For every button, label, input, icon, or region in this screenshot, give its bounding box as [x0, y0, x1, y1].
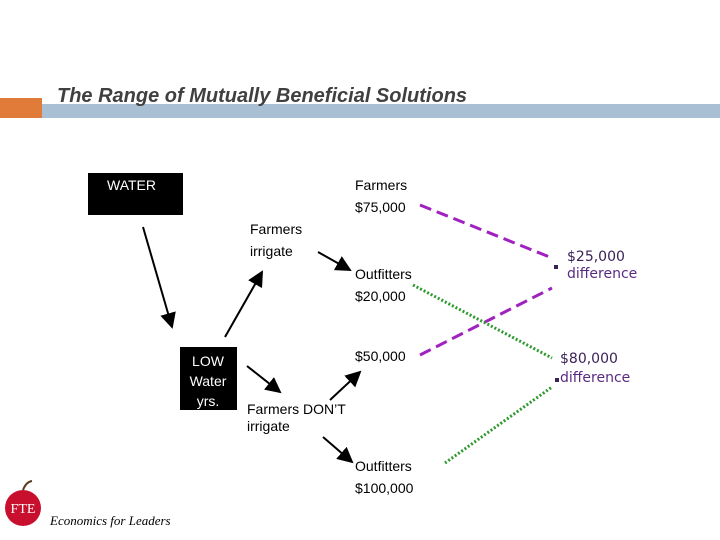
title: The Range of Mutually Beneficial Solutio…	[57, 85, 467, 107]
node-label: difference	[560, 370, 630, 386]
title-band	[42, 104, 720, 118]
labels: WATER Farmers $75,000 Farmers irrigate Outfit…	[107, 177, 637, 496]
node-label: Farmers	[355, 177, 407, 193]
dot	[555, 378, 559, 382]
accent-block	[0, 98, 42, 118]
node-label: difference	[567, 266, 637, 282]
node-label: irrigate	[247, 418, 290, 434]
node-label: Farmers DON’T	[247, 401, 346, 417]
dot	[554, 265, 558, 269]
node-label: LOW	[192, 353, 225, 369]
node-label: $100,000	[355, 480, 414, 496]
logo-stem	[22, 480, 33, 491]
node-label: $80,000	[560, 351, 618, 367]
node-label: Outfitters	[355, 458, 412, 474]
low-water-box	[180, 347, 237, 410]
water-box	[88, 173, 183, 215]
logo-text: FTE	[11, 502, 36, 517]
node-label: Outfitters	[355, 266, 412, 282]
node-label: $75,000	[355, 199, 406, 215]
green-dots	[412, 283, 553, 465]
node-label: irrigate	[250, 243, 293, 259]
node-label: yrs.	[197, 393, 220, 409]
node-label: $20,000	[355, 288, 406, 304]
node-label: Water	[190, 373, 227, 389]
tagline: Economics for Leaders	[49, 513, 171, 528]
node-label: $50,000	[355, 348, 406, 364]
node-label: Farmers	[250, 221, 302, 237]
node-label: WATER	[107, 177, 156, 193]
logo-apple	[5, 490, 41, 526]
purple-dashes	[419, 203, 553, 357]
arrows	[142, 226, 362, 464]
node-label: $25,000	[567, 249, 625, 265]
